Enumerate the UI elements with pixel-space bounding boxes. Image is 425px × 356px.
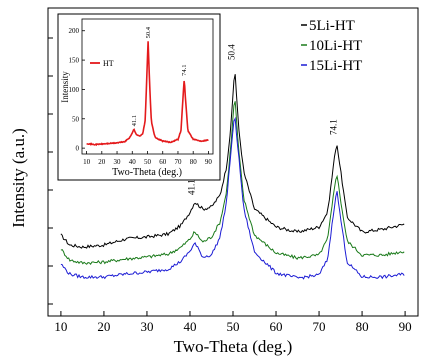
- series-line-10li-ht: [60, 101, 405, 266]
- inset-y-axis-title: Intensity: [60, 71, 70, 103]
- main-x-tick-label-80: 80: [356, 319, 369, 334]
- inset-x-tick-label-70: 70: [174, 158, 182, 166]
- legend-label-15li-ht: 15Li-HT: [309, 58, 362, 74]
- inset-x-tick-label-80: 80: [190, 158, 198, 166]
- inset-x-tick-label-20: 20: [98, 158, 106, 166]
- main-x-tick-label-70: 70: [313, 319, 326, 334]
- inset-peak-label-50.4: 50.4: [145, 26, 152, 38]
- inset-x-tick-label-40: 40: [129, 158, 137, 166]
- main-x-axis: 10 20 30 40 50 60 70 80 90: [54, 311, 412, 334]
- series-line-15li-ht: [60, 116, 405, 280]
- inset-peak-label-74.1: 74.1: [181, 64, 188, 75]
- main-y-tick-marks: [48, 37, 53, 305]
- inset-y-tick-label-200: 200: [69, 27, 80, 35]
- inset-x-axis: 10 20 30 40 50 60 70 80 90: [83, 151, 212, 166]
- main-x-tick-label-20: 20: [97, 319, 110, 334]
- main-peak-labels: 41.1 50.4 74.1: [187, 44, 339, 195]
- inset-legend-label-ht: HT: [103, 59, 114, 68]
- inset-x-tick-label-60: 60: [159, 158, 167, 166]
- peak-label-41.1: 41.1: [187, 179, 197, 195]
- main-series-group: [60, 74, 405, 280]
- main-x-tick-label-10: 10: [54, 319, 67, 334]
- series-line-ht: [86, 41, 209, 147]
- inset-peak-label-41.1: 41.1: [131, 115, 138, 126]
- inset-y-tick-label-150: 150: [69, 57, 80, 65]
- inset-x-axis-title: Two-Theta (deg.): [112, 167, 182, 178]
- inset-x-tick-label-30: 30: [114, 158, 122, 166]
- inset-series-group: [86, 41, 209, 147]
- inset-y-tick-label-0: 0: [76, 145, 80, 153]
- legend-label-10li-ht: 10Li-HT: [309, 38, 362, 54]
- inset-x-tick-label-10: 10: [83, 158, 91, 166]
- legend-label-5li-ht: 5Li-HT: [309, 18, 355, 34]
- main-legend: 5Li-HT 10Li-HT 15Li-HT: [301, 18, 362, 74]
- main-x-tick-label-60: 60: [270, 319, 283, 334]
- series-line-5li-ht: [60, 74, 405, 249]
- inset-y-tick-label-50: 50: [72, 115, 80, 123]
- inset-y-axis: 0 50 100 150 200: [69, 27, 85, 153]
- inset-y-tick-label-100: 100: [69, 86, 80, 94]
- main-x-tick-label-90: 90: [399, 319, 412, 334]
- peak-label-74.1: 74.1: [329, 119, 339, 135]
- inset-legend: HT: [90, 59, 114, 68]
- main-x-tick-label-50: 50: [227, 319, 240, 334]
- inset-x-tick-label-90: 90: [205, 158, 213, 166]
- inset-peak-labels: 41.1 50.4 74.1: [131, 26, 188, 126]
- main-x-axis-title: Two-Theta (deg.): [174, 337, 293, 356]
- inset-x-tick-label-50: 50: [144, 158, 152, 166]
- main-y-axis-title: Intensity (a.u.): [9, 128, 28, 228]
- main-x-tick-label-40: 40: [183, 319, 196, 334]
- main-x-tick-label-30: 30: [140, 319, 153, 334]
- peak-label-50.4: 50.4: [227, 44, 237, 60]
